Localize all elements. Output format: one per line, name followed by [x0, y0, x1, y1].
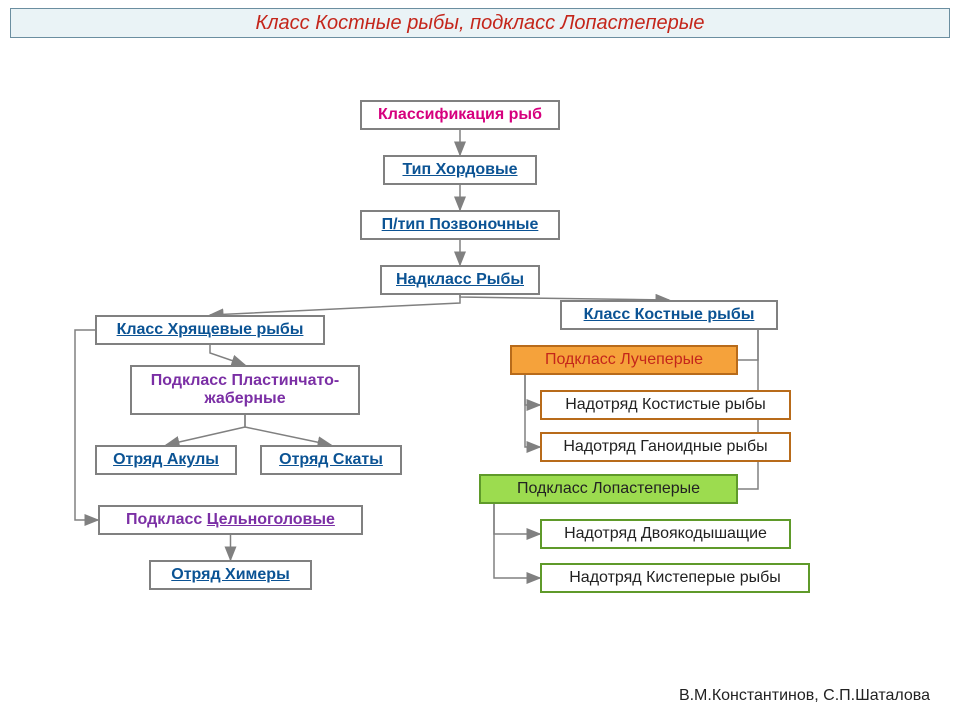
attribution-text: В.М.Константинов, С.П.Шаталова [679, 687, 930, 705]
node-label: Отряд Скаты [279, 451, 383, 469]
node-label: Отряд Химеры [171, 566, 289, 584]
node-label: Классификация рыб [378, 106, 542, 124]
node-label: Надотряд Кистеперые рыбы [569, 569, 781, 587]
node-label: Отряд Акулы [113, 451, 219, 469]
node-label: П/тип Позвоночные [382, 216, 539, 234]
node-n8: Отряд Скаты [260, 445, 402, 475]
node-n15: Надотряд Двоякодышащие [540, 519, 791, 549]
node-label: Надкласс Рыбы [396, 271, 524, 289]
node-label: Класс Костные рыбы [584, 306, 755, 324]
node-label: Класс Хрящевые рыбы [117, 321, 304, 339]
node-n12: Надотряд Костистые рыбы [540, 390, 791, 420]
node-label: Надотряд Ганоидные рыбы [563, 438, 767, 456]
node-n5: Класс Костные рыбы [560, 300, 778, 330]
node-n7: Отряд Акулы [95, 445, 237, 475]
node-label: Подкласс Лопастеперые [517, 480, 700, 498]
node-n14: Подкласс Лопастеперые [479, 474, 738, 504]
title-text: Класс Костные рыбы, подкласс Лопастеперы… [255, 12, 704, 35]
node-n2: П/тип Позвоночные [360, 210, 560, 240]
node-n11: Подкласс Лучеперые [510, 345, 738, 375]
node-label: Подкласс Лучеперые [545, 351, 703, 369]
node-n16: Надотряд Кистеперые рыбы [540, 563, 810, 593]
node-n13: Надотряд Ганоидные рыбы [540, 432, 791, 462]
node-label: Подкласс Пластинчато- жаберные [151, 372, 339, 408]
node-n10: Отряд Химеры [149, 560, 312, 590]
node-n1: Тип Хордовые [383, 155, 537, 185]
node-n3: Надкласс Рыбы [380, 265, 540, 295]
node-n6: Подкласс Пластинчато- жаберные [130, 365, 360, 415]
node-label: Надотряд Костистые рыбы [565, 396, 766, 414]
node-label: Подкласс Цельноголовые [126, 511, 335, 529]
title-banner: Класс Костные рыбы, подкласс Лопастеперы… [10, 8, 950, 38]
node-label: Тип Хордовые [402, 161, 517, 179]
node-n9: Подкласс Цельноголовые [98, 505, 363, 535]
node-label: Надотряд Двоякодышащие [564, 525, 767, 543]
node-n0: Классификация рыб [360, 100, 560, 130]
node-n4: Класс Хрящевые рыбы [95, 315, 325, 345]
